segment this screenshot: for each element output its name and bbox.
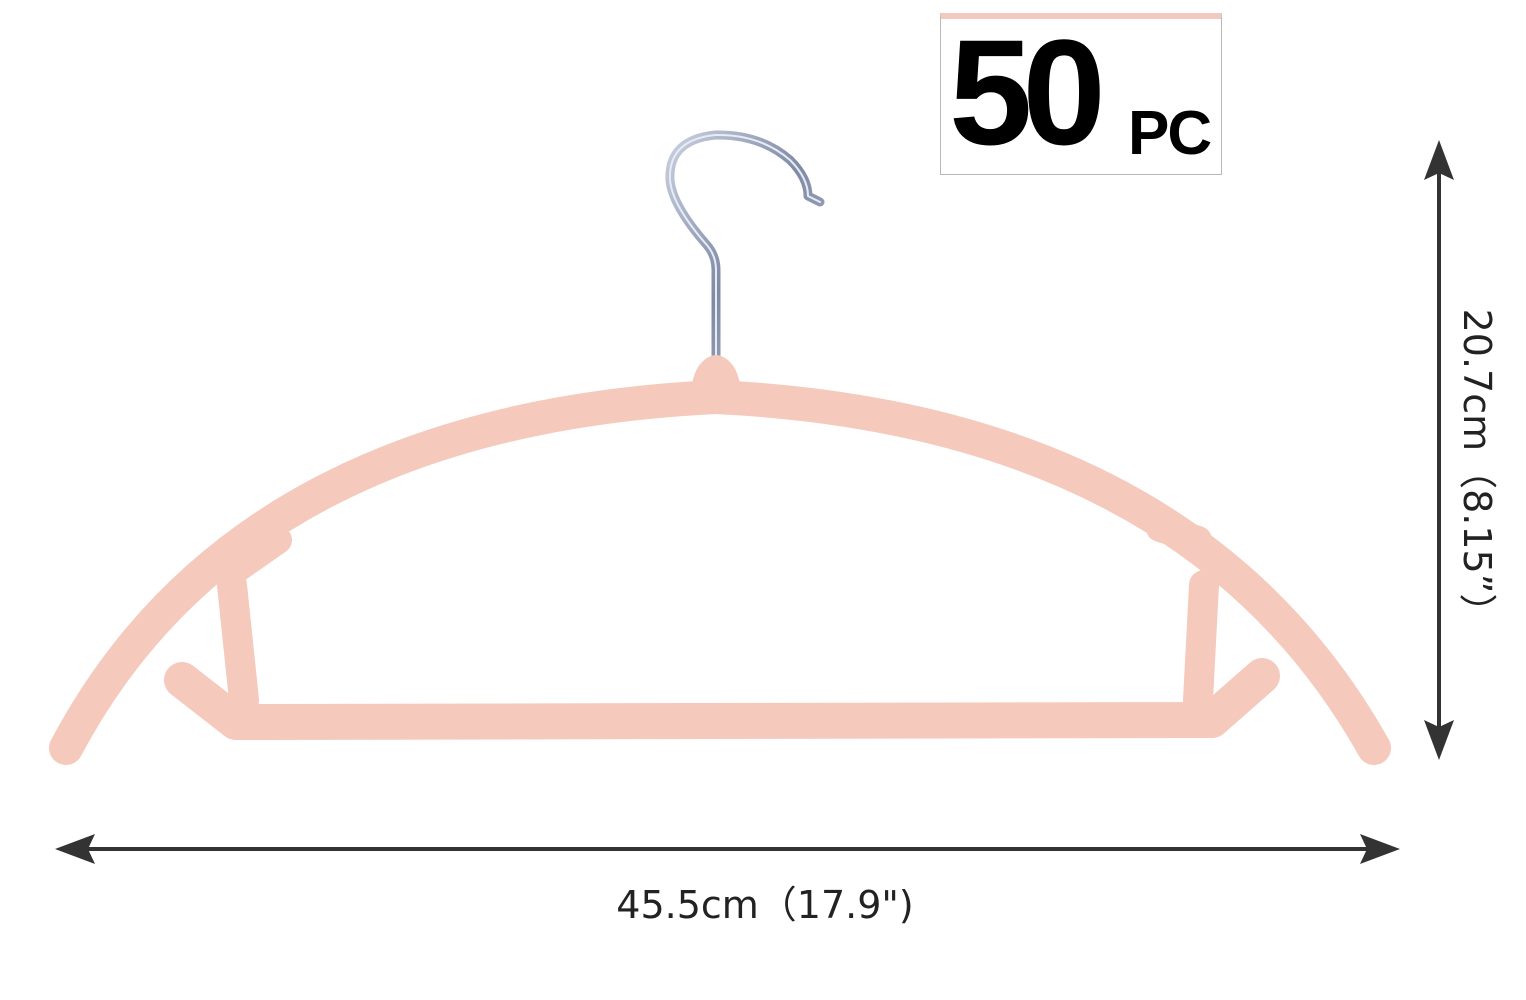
double-arrow-vertical-icon <box>1424 140 1454 760</box>
quantity-number: 50 <box>949 8 1106 176</box>
height-dimension-label: 20.7cm（8.15”） <box>1455 308 1499 632</box>
width-dimension-label: 45.5cm（17.9") <box>616 883 914 927</box>
quantity-unit: PC <box>1128 99 1212 168</box>
metal-hook-icon <box>665 130 825 373</box>
quantity-badge: 50 PC <box>940 13 1222 175</box>
clothes-hanger-icon <box>49 355 1391 765</box>
double-arrow-horizontal-icon <box>55 834 1400 864</box>
